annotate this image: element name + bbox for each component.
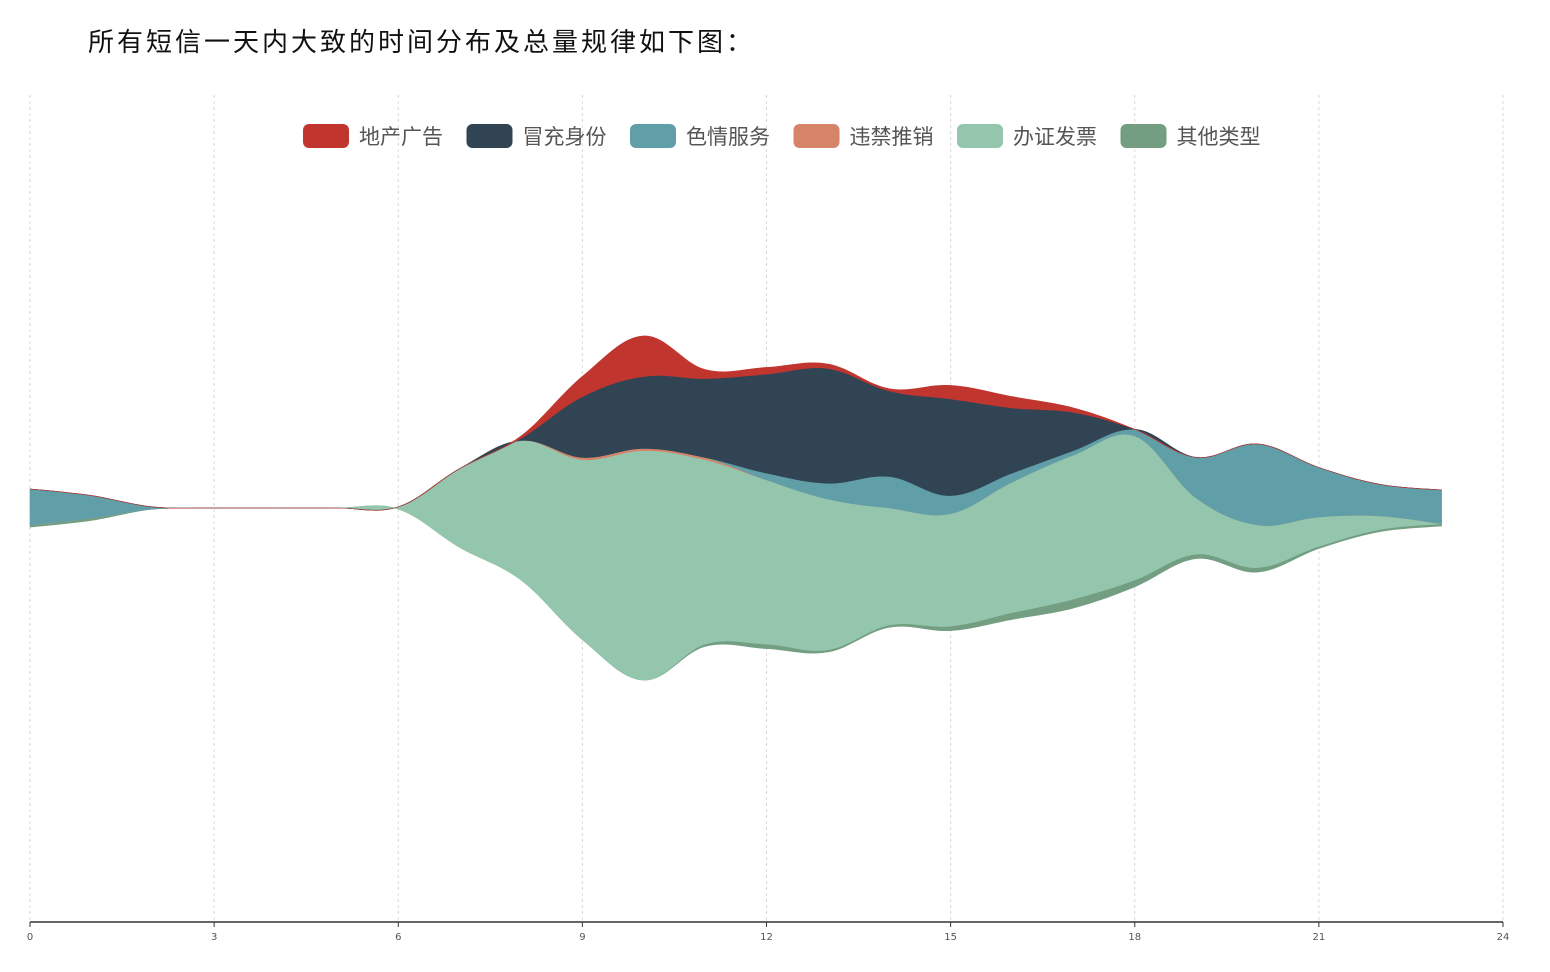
legend-swatch (466, 124, 513, 148)
legend-swatch (793, 124, 840, 148)
legend-item[interactable]: 冒充身份 (466, 124, 607, 149)
legend-label: 冒充身份 (523, 125, 607, 149)
stream-layer[interactable] (29, 335, 1442, 511)
legend-label: 办证发票 (1013, 125, 1097, 149)
x-tick-label: 0 (27, 932, 33, 943)
legend: 地产广告 冒充身份 色情服务 违禁推销 办证发票 其他类型 (303, 124, 1261, 149)
stream-layers (29, 335, 1442, 681)
legend-item[interactable]: 其他类型 (1120, 124, 1261, 149)
x-tick-label: 15 (944, 932, 957, 943)
legend-item[interactable]: 办证发票 (957, 124, 1097, 149)
legend-item[interactable]: 地产广告 (303, 124, 443, 149)
x-tick-label: 21 (1313, 932, 1326, 943)
page-caption: 所有短信一天内大致的时间分布及总量规律如下图： (88, 28, 756, 58)
x-tick-label: 3 (211, 932, 217, 943)
legend-label: 其他类型 (1177, 125, 1261, 149)
x-tick-label: 24 (1497, 932, 1510, 943)
x-tick-label: 9 (579, 932, 585, 943)
legend-swatch (303, 124, 349, 148)
legend-swatch (630, 124, 676, 148)
legend-label: 违禁推销 (850, 125, 934, 149)
x-tick-label: 6 (395, 932, 401, 943)
legend-swatch (1120, 124, 1167, 148)
legend-label: 色情服务 (686, 125, 770, 149)
x-tick-label: 12 (760, 932, 773, 943)
legend-swatch (957, 124, 1003, 148)
legend-item[interactable]: 违禁推销 (793, 124, 934, 149)
x-tick-label: 18 (1128, 932, 1141, 943)
legend-item[interactable]: 色情服务 (630, 124, 770, 149)
legend-label: 地产广告 (359, 125, 443, 149)
x-axis: 0 3 6 9 12 15 18 21 24 (27, 921, 1510, 943)
